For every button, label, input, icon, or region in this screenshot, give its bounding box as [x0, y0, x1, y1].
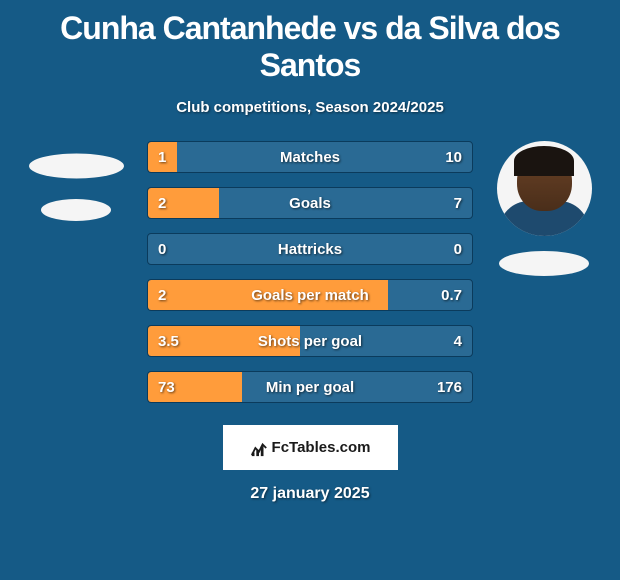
stat-bar-mpg: 73 Min per goal 176	[147, 371, 473, 403]
stat-name-goals: Goals	[289, 195, 331, 212]
stat-bar-goals: 2 Goals 7	[147, 187, 473, 219]
stat-right-mpg: 176	[437, 379, 462, 396]
brand-text: FcTables.com	[272, 439, 371, 456]
left-player-badge	[41, 199, 111, 221]
left-avatar-placeholder	[29, 154, 124, 179]
stat-left-matches: 1	[158, 149, 166, 166]
stat-bar-spg: 3.5 Shots per goal 4	[147, 325, 473, 357]
main-content: 1 Matches 10 2 Goals 7 0 Hattricks 0 2 G…	[20, 141, 600, 417]
stat-bar-hattricks: 0 Hattricks 0	[147, 233, 473, 265]
avatar-hair-icon	[514, 146, 574, 176]
date-text: 27 january 2025	[20, 485, 600, 503]
stat-right-goals: 7	[454, 195, 462, 212]
stat-right-gpm: 0.7	[441, 287, 462, 304]
stat-left-hattricks: 0	[158, 241, 166, 258]
left-player-column	[20, 141, 132, 221]
stat-left-gpm: 2	[158, 287, 166, 304]
stat-name-matches: Matches	[280, 149, 340, 166]
stats-column: 1 Matches 10 2 Goals 7 0 Hattricks 0 2 G…	[132, 141, 488, 417]
stat-name-mpg: Min per goal	[266, 379, 354, 396]
right-player-badge	[499, 251, 589, 276]
brand-badge[interactable]: FcTables.com	[223, 425, 398, 470]
stat-right-hattricks: 0	[454, 241, 462, 258]
subtitle: Club competitions, Season 2024/2025	[20, 99, 600, 116]
stat-bar-matches: 1 Matches 10	[147, 141, 473, 173]
page-title: Cunha Cantanhede vs da Silva dos Santos	[20, 10, 600, 84]
stat-left-goals: 2	[158, 195, 166, 212]
stat-name-hattricks: Hattricks	[278, 241, 342, 258]
stat-right-matches: 10	[445, 149, 462, 166]
comparison-container: Cunha Cantanhede vs da Silva dos Santos …	[0, 0, 620, 508]
right-avatar	[497, 141, 592, 236]
stat-bar-gpm: 2 Goals per match 0.7	[147, 279, 473, 311]
stat-right-spg: 4	[454, 333, 462, 350]
right-player-column	[488, 141, 600, 276]
stat-name-gpm: Goals per match	[251, 287, 369, 304]
chart-icon	[250, 439, 268, 457]
stat-name-spg: Shots per goal	[258, 333, 362, 350]
stat-left-mpg: 73	[158, 379, 175, 396]
stat-left-spg: 3.5	[158, 333, 179, 350]
